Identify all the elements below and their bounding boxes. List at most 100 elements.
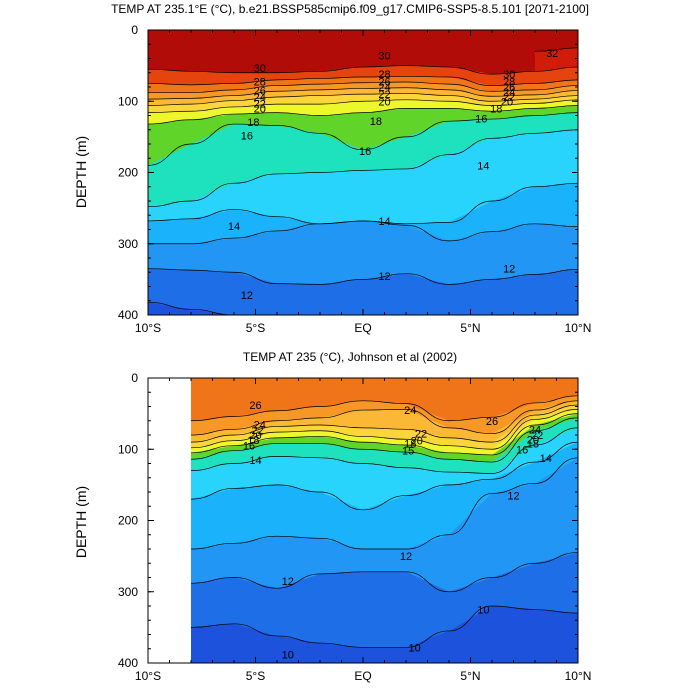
- contour-label: 14: [540, 453, 552, 465]
- contour-label: 16: [359, 146, 371, 158]
- isoline-20: [191, 409, 578, 450]
- x-tick-label: 5°N: [460, 321, 480, 335]
- contour-label: 22: [254, 98, 266, 110]
- contour-label: 18: [370, 116, 382, 128]
- contour-label: 12: [282, 576, 294, 588]
- isoline-14: [191, 427, 578, 474]
- contour-label: 22: [503, 91, 515, 103]
- y-tick-label: 0: [131, 23, 138, 37]
- x-tick-label: 10°N: [565, 321, 592, 335]
- x-tick-label: 10°S: [135, 321, 161, 335]
- contour-label: 24: [378, 82, 390, 94]
- contour-label: 30: [503, 69, 515, 81]
- y-tick-label: 200: [118, 166, 138, 180]
- contour-label: 18: [404, 439, 416, 451]
- contour-label: 24: [503, 87, 515, 99]
- contour-label: 26: [254, 86, 266, 98]
- contour-label: 24: [254, 419, 266, 431]
- x-tick-label: 5°N: [460, 669, 480, 683]
- contour-label: 26: [378, 76, 390, 88]
- contour-label: 12: [507, 491, 519, 503]
- contour-label: 16: [475, 113, 487, 125]
- bottom-chart-title: TEMP AT 235 (°C), Johnson et al (2002): [242, 350, 458, 364]
- contour-label: 16: [516, 444, 528, 456]
- x-tick-label: EQ: [354, 669, 371, 683]
- y-tick-label: 100: [118, 94, 138, 108]
- contour-label: 30: [378, 51, 390, 63]
- isoline-12: [148, 220, 578, 245]
- contour-label: 20: [411, 436, 423, 448]
- isoline-24: [191, 400, 578, 436]
- contour-label: 20: [501, 96, 513, 108]
- isoline-22: [191, 404, 578, 443]
- contour-label: 22: [252, 425, 264, 437]
- isoline-11: [148, 268, 578, 285]
- contour-label: 24: [404, 405, 416, 417]
- contour-label: 22: [531, 430, 543, 442]
- isoline-20: [148, 99, 578, 113]
- contour-label: 14: [477, 160, 489, 172]
- contour-label: 20: [254, 103, 266, 115]
- contour-label: 12: [503, 264, 515, 276]
- isoline-11: [191, 552, 578, 593]
- contour-label: 10: [477, 605, 489, 617]
- isoline-12: [191, 457, 578, 550]
- isoline-16: [191, 417, 578, 463]
- contour-label: 18: [247, 435, 259, 447]
- isoline-13: [191, 441, 578, 511]
- contour-label: 30: [254, 63, 266, 75]
- chart-panel-2: 26 24262422201816142220181524222018161412…: [118, 371, 591, 683]
- isoline-16: [148, 112, 578, 166]
- x-tick-label: 10°S: [135, 669, 161, 683]
- contour-label: 10: [408, 642, 420, 654]
- top-chart-title: TEMP AT 235.1°E (°C), b.e21.BSSP585cmip6…: [111, 2, 589, 16]
- contour-label: 14: [228, 221, 240, 233]
- isoline-30: [148, 65, 578, 75]
- y-tick-label: 200: [118, 514, 138, 528]
- x-tick-label: 5°S: [246, 321, 265, 335]
- contour-label: 20: [527, 434, 539, 446]
- contour-label: 24: [254, 92, 266, 104]
- contour-fills: [191, 378, 578, 663]
- isoline-10: [191, 605, 578, 648]
- isoline-32: [534, 47, 578, 52]
- contour-label: 26: [249, 400, 261, 412]
- contour-label: 10: [282, 649, 294, 661]
- isoline-24: [148, 87, 578, 100]
- contour-label: 14: [249, 455, 261, 467]
- contour-label: 28: [503, 76, 515, 88]
- contour-label: 18: [247, 117, 259, 129]
- y-tick-label: 300: [118, 585, 138, 599]
- contour-label: 12: [378, 271, 390, 283]
- contour-label: 16: [243, 441, 255, 453]
- contour-label: 14: [378, 216, 390, 228]
- x-tick-label: 5°S: [246, 669, 265, 683]
- y-tick-label: 0: [131, 371, 138, 385]
- contour-label: 20: [249, 430, 261, 442]
- x-tick-label: EQ: [354, 321, 371, 335]
- y-tick-label: 100: [118, 442, 138, 456]
- y-tick-label: 300: [118, 237, 138, 251]
- isoline-22: [148, 93, 578, 106]
- contour-label: 28: [378, 69, 390, 81]
- isoline-10: [148, 301, 235, 315]
- contour-label: 18: [490, 103, 502, 115]
- contour-label: 12: [241, 290, 253, 302]
- contour-label: 16: [241, 130, 253, 142]
- contour-label: 22: [378, 89, 390, 101]
- contour-label: 12: [400, 551, 412, 563]
- contour-label: 32: [546, 48, 558, 60]
- contour-label: 24: [529, 424, 541, 436]
- isoline-14: [148, 129, 578, 208]
- isoline-18: [191, 413, 578, 456]
- contour-label: 22: [415, 429, 427, 441]
- contour-label: 28: [254, 76, 266, 88]
- chart-panel-1: 3028262422201816302826242220181616302826…: [118, 23, 591, 335]
- y-tick-label: 400: [118, 656, 138, 670]
- contour-label: 18: [527, 439, 539, 451]
- isoline-26: [148, 81, 578, 94]
- contour-fills: [148, 30, 578, 315]
- contour-label: 26: [503, 82, 515, 94]
- band-below-11: [148, 268, 578, 315]
